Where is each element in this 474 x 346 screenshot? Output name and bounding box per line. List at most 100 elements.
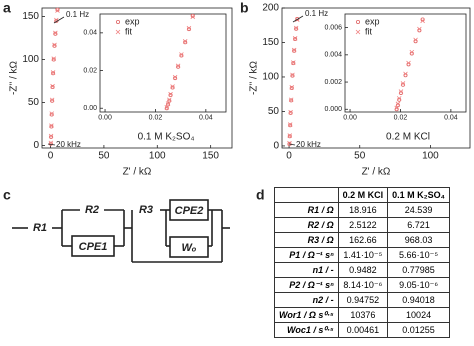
- point: [420, 18, 425, 24]
- annotations: 0.1 Hz 20 kHz 0.1 Hz 20 kHz 0.1 M K₂SO₄ …: [47, 9, 430, 149]
- point: [287, 122, 293, 127]
- point: [164, 105, 170, 110]
- point: [50, 83, 55, 89]
- point: [49, 112, 54, 117]
- point: [52, 43, 57, 48]
- arrow: [47, 143, 56, 146]
- table-row: n1 / -0.9482 0.77985: [274, 262, 450, 278]
- annotation: 20 kHz: [56, 140, 81, 149]
- y-axis-label: -Z'' / kΩ: [249, 60, 260, 95]
- point: [182, 39, 188, 44]
- point: [51, 71, 56, 76]
- table-cell: 1.41·10⁻⁵: [337, 247, 389, 263]
- x-axis-label: Z' / kΩ: [123, 167, 152, 178]
- electrolyte-label: 0.1 M K₂SO₄: [138, 132, 195, 143]
- electrolyte-label: 0.2 M KCl: [386, 132, 430, 143]
- parameter-table: 0.2 M KCl 0.1 M K₂SO₄ R1 / Ω 18.916 24.539 R2…: [274, 187, 450, 338]
- table-row: n2 / -0.94752 0.94018: [274, 292, 450, 308]
- point: [49, 123, 54, 128]
- point: [167, 97, 172, 103]
- legend-label: fit: [365, 26, 373, 36]
- y-tick-label: 0.002: [324, 79, 342, 86]
- point: [50, 70, 56, 75]
- x-tick-label: 100: [422, 151, 439, 162]
- column-header: 0.2 M KCl: [337, 187, 389, 203]
- x-tick-label: 0: [48, 151, 54, 162]
- point: [291, 47, 297, 53]
- point: [190, 13, 195, 18]
- point: [49, 97, 55, 103]
- table-cell: 24.539: [387, 202, 450, 218]
- point: [292, 48, 297, 53]
- point: [413, 37, 418, 43]
- legend-marker: [116, 19, 121, 24]
- y-tick-label: 150: [22, 11, 39, 22]
- annotation: 20 kHz: [296, 140, 321, 149]
- point: [295, 17, 300, 22]
- point: [179, 52, 184, 57]
- point: [55, 7, 60, 12]
- x-tick-label: 0.04: [444, 114, 458, 121]
- x-tick-label: 0.02: [394, 114, 408, 121]
- table-cell: 0.9482: [337, 262, 389, 278]
- point: [288, 109, 293, 115]
- y-tick-label: 0.00: [83, 105, 97, 112]
- annotation: 0.1 Hz: [66, 10, 89, 19]
- point: [173, 76, 178, 81]
- arrow: [288, 143, 296, 146]
- row-label: Wor1 / Ω s⁰·⁵: [274, 307, 339, 323]
- row-label: R1 / Ω: [274, 202, 339, 218]
- y-tick-label: 0.02: [83, 67, 97, 74]
- table-cell: 968.03: [387, 232, 450, 248]
- point: [400, 81, 406, 86]
- legend-marker: [355, 19, 360, 24]
- point: [51, 57, 56, 62]
- legend-marker: [355, 29, 361, 35]
- table-cell: 0.94018: [387, 292, 450, 308]
- table-row: R3 / Ω 162.66 968.03: [274, 232, 450, 248]
- element-box: [71, 235, 115, 257]
- circuit-label: CPE1: [79, 241, 108, 253]
- row-label: n1 / -: [274, 262, 339, 278]
- point: [51, 56, 57, 61]
- point: [406, 60, 411, 66]
- point: [183, 40, 188, 45]
- point: [287, 133, 293, 138]
- table-cell: 18.916: [337, 202, 389, 218]
- x-tick-label: 0.00: [343, 114, 357, 121]
- table-row: Woc1 / s⁰·⁵ 0.00461 0.01255: [274, 322, 450, 338]
- y-tick-label: 150: [262, 37, 279, 48]
- legend-label: exp: [365, 16, 380, 26]
- point: [409, 49, 415, 55]
- arrow: [53, 16, 65, 24]
- table-cell: 5.66·10⁻⁵: [387, 247, 450, 263]
- element-box: [169, 236, 209, 258]
- x-tick-label: 0.00: [98, 114, 112, 121]
- point: [170, 84, 175, 89]
- y-axis-label: -Z'' / kΩ: [9, 60, 20, 95]
- table-cell: 0.77985: [387, 262, 450, 278]
- y-tick-label: 0: [33, 140, 39, 151]
- circuit-label: R2: [85, 204, 99, 216]
- point: [49, 111, 54, 116]
- point: [53, 30, 58, 36]
- point: [292, 36, 298, 41]
- point: [293, 37, 298, 42]
- x-tick-label: 150: [202, 151, 219, 162]
- y-tick-label: 50: [28, 97, 40, 108]
- table-header-row: 0.2 M KCl 0.1 M K₂SO₄: [274, 187, 450, 203]
- point: [48, 133, 54, 139]
- point: [288, 123, 293, 128]
- point: [175, 63, 181, 69]
- point: [170, 85, 175, 90]
- point: [176, 64, 181, 69]
- plot-frame: [99, 13, 227, 113]
- point: [55, 8, 60, 13]
- point: [294, 26, 299, 31]
- point: [168, 91, 173, 97]
- circuit: [12, 199, 230, 263]
- x-tick-label: 0: [286, 151, 292, 162]
- point: [49, 134, 54, 139]
